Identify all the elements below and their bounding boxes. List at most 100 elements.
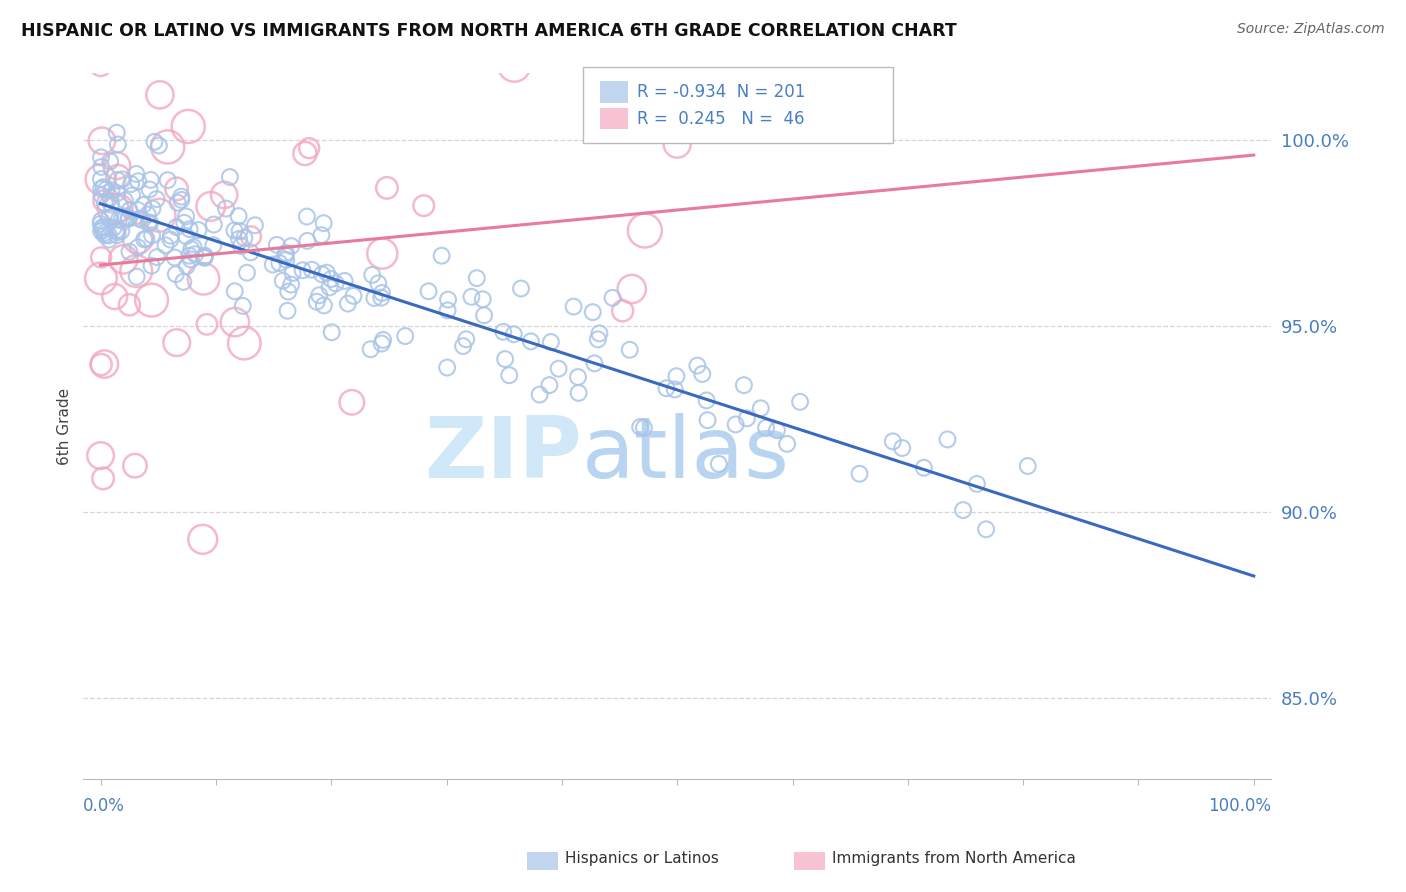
Point — [342, 289, 364, 303]
Point — [93, 228, 115, 243]
Point — [686, 359, 709, 373]
Point — [789, 394, 811, 409]
Point — [101, 202, 124, 217]
Point — [194, 251, 217, 265]
Point — [90, 358, 112, 372]
Point — [90, 224, 112, 238]
Point — [311, 228, 333, 243]
Point — [100, 190, 122, 204]
Point — [105, 159, 128, 173]
Text: R =  0.245   N =  46: R = 0.245 N = 46 — [637, 110, 804, 128]
Point — [108, 212, 131, 227]
Point — [239, 229, 262, 244]
Point — [93, 194, 115, 208]
Point — [170, 189, 193, 203]
Point — [1017, 458, 1039, 473]
Point — [696, 393, 718, 408]
Point — [503, 58, 526, 72]
Point — [136, 208, 159, 222]
Point — [191, 533, 214, 547]
Point — [90, 449, 112, 463]
Point — [538, 378, 561, 392]
Point — [90, 150, 112, 164]
Point — [166, 220, 188, 235]
Point — [634, 223, 657, 237]
Point — [215, 202, 238, 216]
Point — [141, 293, 163, 307]
Point — [547, 361, 569, 376]
Text: 100.0%: 100.0% — [1208, 797, 1271, 815]
Point — [107, 137, 129, 152]
Point — [583, 356, 606, 370]
Point — [172, 275, 194, 289]
Point — [229, 239, 252, 253]
Text: R = -0.934  N = 201: R = -0.934 N = 201 — [637, 83, 806, 101]
Point — [281, 266, 304, 280]
Point — [912, 460, 935, 475]
Point — [294, 146, 316, 161]
Point — [134, 232, 156, 246]
Point — [193, 250, 215, 264]
Point — [451, 339, 474, 353]
Point — [436, 303, 458, 318]
Point — [371, 333, 394, 347]
Point — [529, 387, 551, 401]
Point — [305, 294, 328, 309]
Point — [418, 285, 440, 299]
Point — [952, 503, 974, 517]
Point — [135, 232, 157, 246]
Point — [749, 401, 772, 416]
Point — [202, 238, 225, 252]
Point — [562, 300, 585, 314]
Point — [567, 370, 589, 384]
Point — [966, 477, 988, 491]
Point — [176, 259, 198, 273]
Point — [90, 271, 112, 285]
Point — [90, 213, 112, 227]
Point — [200, 199, 222, 213]
Point — [146, 250, 169, 264]
Point — [112, 252, 135, 267]
Point — [224, 315, 246, 329]
Point — [776, 437, 799, 451]
Point — [165, 267, 187, 281]
Point — [612, 303, 634, 318]
Point — [90, 188, 112, 202]
Point — [312, 216, 335, 230]
Point — [90, 134, 112, 148]
Point — [155, 238, 177, 252]
Point — [277, 285, 299, 299]
Point — [271, 274, 294, 288]
Point — [131, 212, 153, 227]
Point — [430, 249, 453, 263]
Point — [115, 210, 138, 224]
Point — [93, 180, 115, 194]
Point — [107, 173, 129, 187]
Point — [148, 138, 170, 153]
Point — [118, 203, 141, 218]
Point — [276, 252, 298, 267]
Point — [107, 169, 129, 184]
Point — [301, 262, 323, 277]
Point — [111, 172, 134, 186]
Point — [104, 289, 127, 303]
Point — [96, 182, 118, 196]
Point — [882, 434, 904, 449]
Point — [224, 285, 246, 299]
Point — [90, 182, 112, 196]
Point — [315, 266, 337, 280]
Point — [121, 188, 143, 202]
Point — [460, 290, 482, 304]
Text: Source: ZipAtlas.com: Source: ZipAtlas.com — [1237, 22, 1385, 37]
Point — [194, 249, 217, 263]
Point — [371, 285, 394, 300]
Point — [502, 327, 524, 342]
Point — [664, 383, 686, 397]
Point — [125, 264, 148, 278]
Point — [510, 281, 533, 295]
Point — [93, 220, 115, 235]
Point — [90, 251, 112, 265]
Point — [148, 208, 170, 222]
Point — [437, 293, 460, 307]
Point — [149, 87, 172, 102]
